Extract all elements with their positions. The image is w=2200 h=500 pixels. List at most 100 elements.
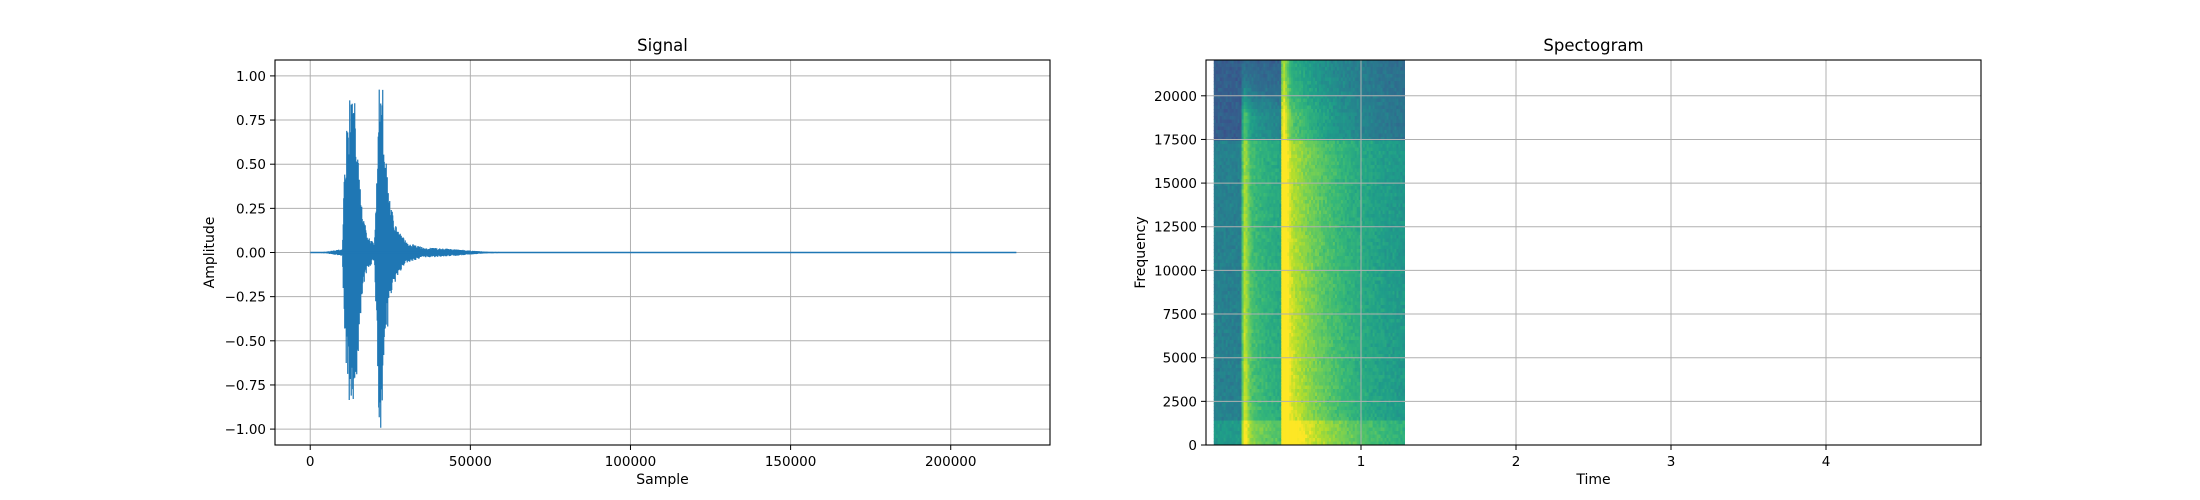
spectrogram-cell (1253, 217, 1257, 222)
spectrogram-cell (1221, 270, 1225, 275)
spectrogram-cell (1299, 252, 1302, 257)
spectrogram-cell (1233, 116, 1237, 121)
spectrogram-cell (1295, 151, 1298, 156)
spectrogram-cell (1247, 273, 1251, 278)
spectrogram-cell (1265, 361, 1268, 366)
spectrogram-cell (1223, 116, 1227, 121)
spectrogram-cell (1229, 63, 1233, 68)
spectrogram-cell (1253, 116, 1257, 121)
spectrogram-cell (1225, 242, 1229, 247)
spectrogram-cell (1285, 221, 1288, 226)
spectrogram-cell (1227, 74, 1231, 79)
spectrogram-cell (1255, 102, 1259, 107)
spectrogram-cell (1291, 67, 1294, 72)
spectrogram-cell (1287, 102, 1290, 107)
spectrogram-cell (1255, 77, 1259, 82)
spectrogram-cell (1279, 189, 1282, 194)
spectrogram-cell (1267, 417, 1270, 422)
spectrogram-cell (1279, 322, 1282, 327)
spectrogram-cell (1257, 175, 1261, 180)
spectrogram-cell (1237, 217, 1241, 222)
spectrogram-cell (1251, 161, 1255, 166)
spectrogram-cell (1215, 294, 1219, 299)
spectrogram-cell (1215, 266, 1219, 271)
spectrogram-cell (1299, 441, 1302, 445)
spectrogram-cell (1273, 60, 1276, 65)
spectrogram-cell (1243, 245, 1247, 250)
spectrogram-cell (1293, 354, 1296, 359)
spectrogram-cell (1249, 340, 1253, 345)
spectrogram-cell (1269, 91, 1272, 96)
spectrogram-cell (1231, 74, 1235, 79)
spectrogram-cell (1263, 347, 1266, 352)
spectrogram-cell (1299, 172, 1302, 177)
spectrogram-cell (1213, 214, 1217, 219)
spectrogram-cell (1261, 389, 1264, 394)
spectrogram-cell (1267, 343, 1270, 348)
spectrogram-cell (1297, 214, 1300, 219)
spectrogram-cell (1291, 60, 1294, 65)
spectrogram-cell (1239, 392, 1243, 397)
spectrogram-cell (1269, 245, 1272, 250)
spectrogram-cell (1279, 326, 1282, 331)
spectrogram-cell (1289, 410, 1292, 415)
spectrogram-cell (1263, 84, 1266, 89)
spectrogram-cell (1249, 165, 1253, 170)
spectrogram-cell (1291, 378, 1294, 383)
spectrogram-cell (1297, 354, 1300, 359)
spectrogram-cell (1237, 242, 1241, 247)
spectrogram-cell (1293, 60, 1296, 65)
spectrogram-cell (1257, 357, 1261, 362)
spectrogram-cell (1245, 102, 1249, 107)
spectrogram-cell (1281, 396, 1284, 401)
spectrogram-cell (1213, 112, 1217, 117)
spectrogram-cell (1225, 147, 1229, 152)
spectrogram-cell (1241, 84, 1245, 89)
spectrogram-cell (1295, 259, 1298, 264)
spectrogram-cell (1265, 165, 1268, 170)
spectrogram-cell (1297, 434, 1300, 439)
spectrogram-cell (1253, 403, 1257, 408)
spectrogram-cell (1225, 420, 1229, 425)
spectrogram-cell (1253, 200, 1257, 205)
spectrogram-cell (1271, 347, 1274, 352)
spectrogram-cell (1289, 413, 1292, 418)
spectrogram-cell (1299, 228, 1302, 233)
spectrogram-cell (1277, 102, 1280, 107)
spectrogram-cell (1281, 406, 1284, 411)
spectrogram-cell (1233, 319, 1237, 324)
spectrogram-cell (1243, 193, 1247, 198)
spectrogram-cell (1253, 382, 1257, 387)
spectrogram-cell (1261, 291, 1264, 296)
spectrogram-cell (1239, 172, 1243, 177)
spectrogram-cell (1285, 357, 1288, 362)
spectrogram-cell (1293, 252, 1296, 257)
spectrogram-cell (1233, 413, 1237, 418)
spectrogram-cell (1295, 333, 1298, 338)
spectrogram-cell (1269, 322, 1272, 327)
spectrogram-cell (1289, 406, 1292, 411)
spectrogram-cell (1253, 396, 1257, 401)
spectrogram-cell (1279, 298, 1282, 303)
spectrogram-cell (1291, 375, 1294, 380)
spectrogram-cell (1231, 161, 1235, 166)
spectrogram-cell (1257, 378, 1261, 383)
spectrogram-cell (1247, 368, 1251, 373)
spectrogram-cell (1295, 193, 1298, 198)
spectrogram-cell (1213, 354, 1217, 359)
spectrogram-cell (1291, 354, 1294, 359)
spectrogram-cell (1231, 392, 1235, 397)
spectrogram-cell (1243, 154, 1247, 159)
spectrogram-cell (1257, 326, 1261, 331)
spectrogram-cell (1287, 256, 1290, 261)
spectrogram-cell (1293, 81, 1296, 86)
signal-y-tick-label: 0.75 (236, 113, 266, 129)
spectrogram-cell (1215, 116, 1219, 121)
spectrogram-cell (1269, 116, 1272, 121)
spectrogram-cell (1243, 371, 1247, 376)
spectrogram-cell (1295, 410, 1298, 415)
spectrogram-cell (1271, 60, 1274, 65)
spectrogram-cell (1237, 319, 1241, 324)
spectrogram-cell (1277, 392, 1280, 397)
spectrogram-cell (1253, 350, 1257, 355)
